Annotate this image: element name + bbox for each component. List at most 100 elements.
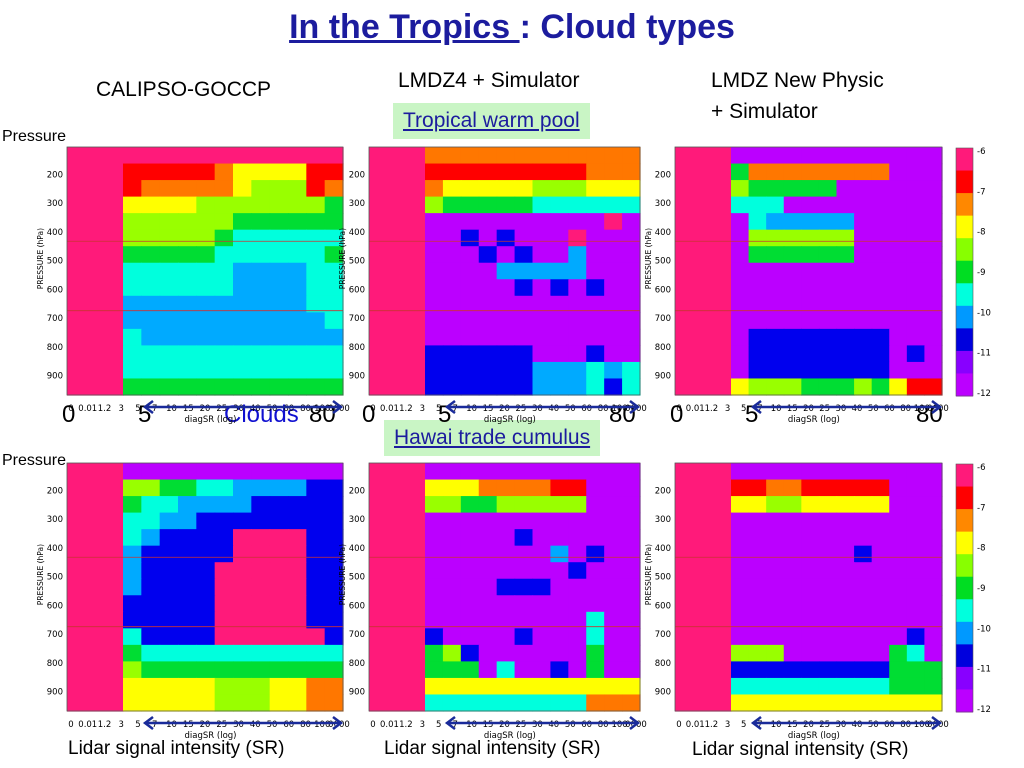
heatmap-cell (586, 147, 605, 165)
heatmap-cell (532, 312, 552, 330)
heatmap-cell (123, 545, 142, 563)
heatmap-cell (478, 279, 498, 297)
heatmap-cell (233, 628, 252, 646)
heatmap-cell (233, 295, 252, 313)
colorbar-swatch (956, 305, 973, 329)
heatmap-cell (369, 529, 426, 547)
heatmap-cell (159, 694, 179, 712)
heatmap-cell (288, 512, 307, 530)
heatmap-cell (568, 345, 587, 363)
heatmap-cell (141, 496, 161, 514)
heatmap-cell (369, 213, 426, 231)
heatmap-cell (514, 147, 534, 165)
heatmap-cell (871, 312, 890, 330)
heatmap-cell (141, 213, 161, 231)
heatmap-cell (924, 545, 943, 563)
heatmap-cell (514, 496, 534, 514)
heatmap-cell (123, 147, 142, 165)
heatmap-cell (306, 229, 326, 247)
heatmap-cell (251, 611, 271, 629)
heatmap-cell (324, 578, 344, 596)
x-tick-label: 20 (200, 720, 211, 730)
heatmap-cell (233, 545, 252, 563)
heatmap-cell (178, 479, 197, 497)
heatmap-cell (478, 345, 498, 363)
heatmap-cell (889, 279, 908, 297)
x-tick-label: 10 (771, 404, 782, 414)
heatmap-cell (748, 262, 767, 280)
colorbar-swatch (956, 193, 973, 217)
heatmap-cell (123, 295, 142, 313)
plot-frame (674, 146, 943, 396)
heatmap-cell (141, 661, 161, 679)
heatmap-cell (889, 644, 908, 662)
heatmap-cell (369, 611, 426, 629)
x-tick-label: 100 (611, 720, 627, 730)
arrow-head-right (931, 400, 943, 414)
heatmap-cell (748, 578, 767, 596)
heatmap-cell (288, 312, 307, 330)
heatmap-cell (478, 312, 498, 330)
heatmap-cell (141, 512, 161, 530)
heatmap-cell (604, 529, 623, 547)
colorbar-label: -11 (977, 349, 991, 359)
heatmap-cell (906, 611, 926, 629)
heatmap-cell (675, 378, 732, 396)
heatmap-cell (801, 229, 820, 247)
heatmap-cell (783, 246, 802, 264)
heatmap-cell (141, 262, 161, 280)
heatmap-cell (233, 213, 252, 231)
heatmap-cell (604, 512, 623, 530)
heatmap-cell (766, 694, 785, 712)
heatmap-cell (425, 229, 444, 247)
heatmap-cell (514, 562, 534, 580)
heatmap-cell (675, 213, 732, 231)
heatmap-cell (442, 262, 462, 280)
heatmap-cell (269, 677, 289, 696)
heatmap-cell (586, 545, 605, 563)
heatmap-cell (442, 279, 462, 297)
heatmap-cell (159, 295, 179, 313)
heatmap-cell (871, 196, 890, 214)
heatmap-cell (836, 644, 855, 662)
heatmap-cell (818, 595, 838, 613)
x-tick-label: 40 (852, 404, 863, 414)
heatmap-cell (731, 595, 750, 613)
y-tick-label: 600 (349, 601, 365, 611)
heatmap-cell (460, 147, 480, 165)
heatmap-cell (748, 246, 767, 264)
heatmap-cell (854, 246, 873, 264)
heatmap-cell (369, 463, 426, 481)
heatmap-cell (67, 661, 124, 679)
y-tick-label: 600 (47, 285, 63, 295)
heatmap-cell (442, 378, 462, 396)
heatmap-cell (478, 463, 498, 481)
heatmap-cell (586, 628, 605, 646)
heatmap-cell (906, 163, 926, 181)
heatmap-cell (532, 545, 552, 563)
heatmap-cell (818, 295, 838, 313)
heatmap-cell (425, 611, 444, 629)
x-tick-label: 60 (581, 720, 592, 730)
heatmap-cell (159, 229, 179, 247)
heatmap-cell (783, 262, 802, 280)
x-tick-label: 15 (787, 720, 798, 730)
pressure-label-bottom: Pressure (2, 452, 67, 469)
x-tick-label: 15 (183, 404, 194, 414)
heatmap-cell (801, 295, 820, 313)
heatmap-cell (514, 361, 534, 380)
y-tick-label: 600 (349, 285, 365, 295)
heatmap-cell (306, 262, 326, 280)
heatmap-cell (818, 512, 838, 530)
heatmap-cell (369, 677, 426, 696)
heatmap-cell (783, 644, 802, 662)
heatmap-cell (748, 229, 767, 247)
heatmap-cell (854, 345, 873, 363)
heatmap-cell (801, 163, 820, 181)
heatmap-cell (604, 378, 623, 396)
heatmap-cell (731, 246, 750, 264)
heatmap-cell (196, 496, 216, 514)
heatmap-cell (442, 545, 462, 563)
heatmap-cell (906, 595, 926, 613)
heatmap-cell (324, 361, 344, 380)
